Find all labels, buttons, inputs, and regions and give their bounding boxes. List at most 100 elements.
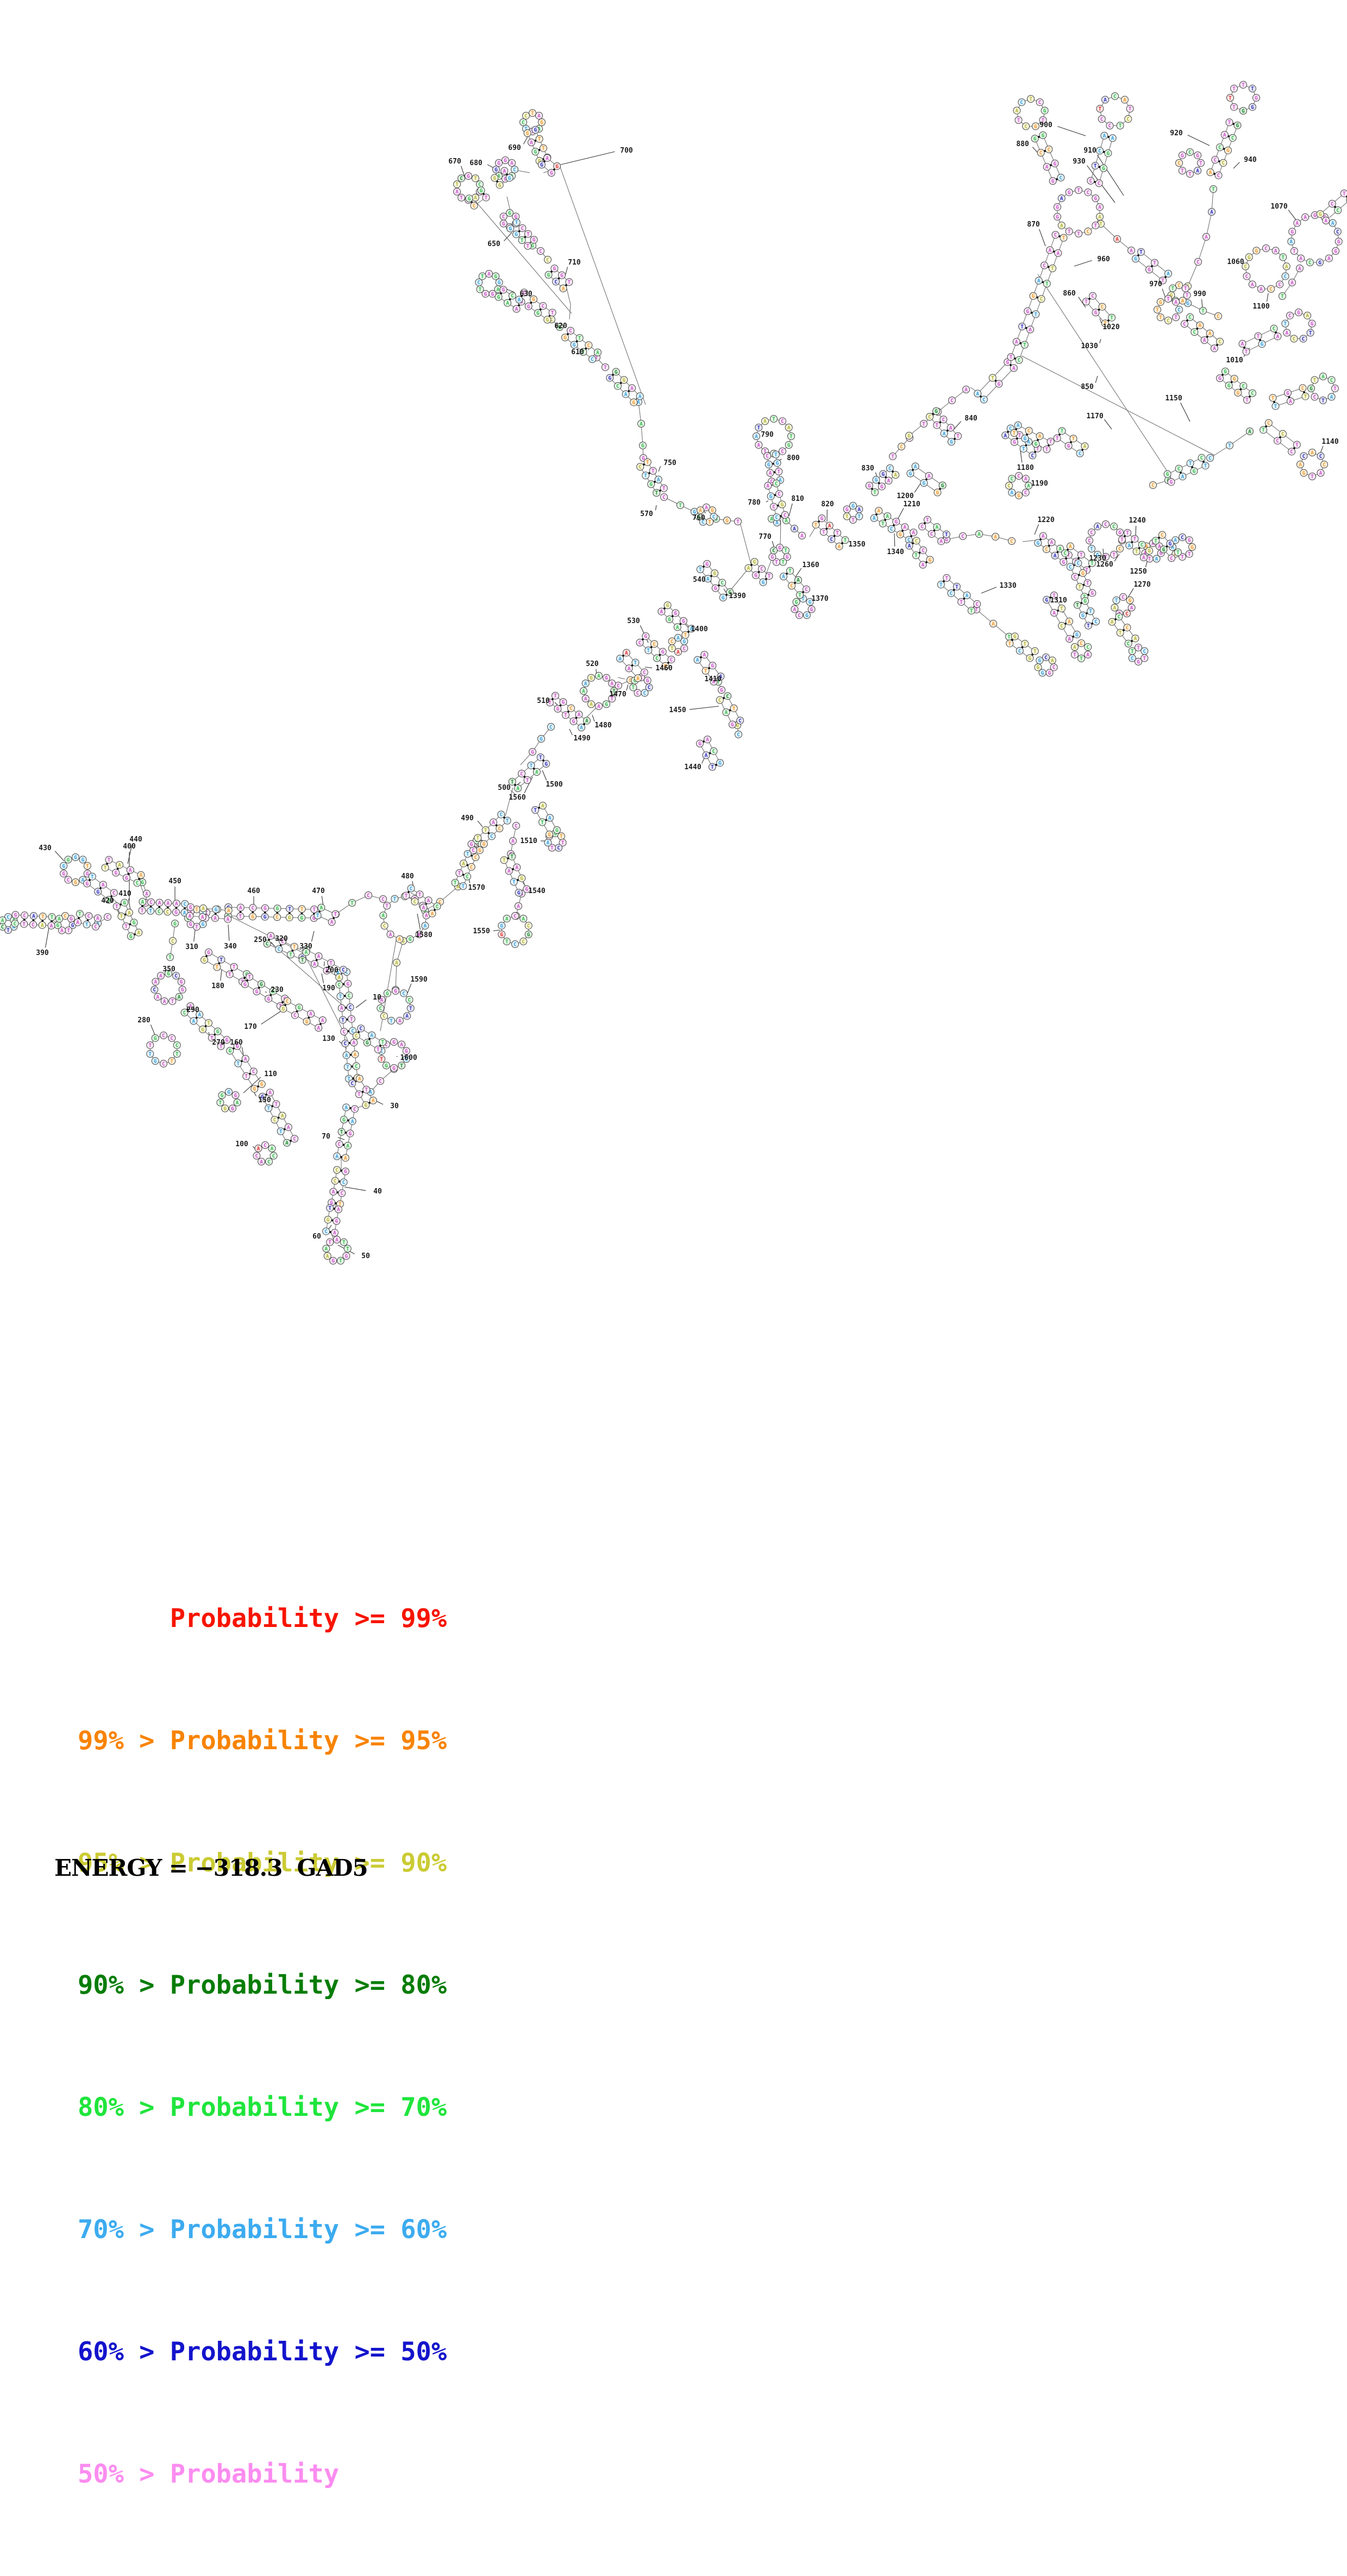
nucleotide: G: [570, 718, 577, 725]
nucleotide: T: [416, 891, 423, 898]
nucleotide: G: [1253, 95, 1260, 102]
position-label: 1540: [528, 887, 545, 895]
nucleotide: C: [411, 898, 418, 905]
nucleotide: T: [363, 1086, 370, 1093]
svg-text:A: A: [1213, 346, 1216, 352]
nucleotide: C: [926, 413, 933, 420]
nucleotide: A: [1096, 213, 1103, 220]
nucleotide: A: [582, 695, 589, 702]
nucleotide: G: [1194, 152, 1201, 159]
nucleotide: T: [1293, 441, 1300, 448]
svg-text:T: T: [772, 416, 775, 422]
svg-text:T: T: [1099, 221, 1102, 227]
position-label: 1210: [903, 500, 920, 508]
svg-text:T: T: [170, 1058, 173, 1064]
position-label: 280: [137, 1016, 151, 1025]
nucleotide: T: [1133, 548, 1140, 555]
nucleotide: G: [500, 286, 507, 293]
nucleotide: T: [1018, 323, 1025, 330]
nucleotide: A: [1102, 96, 1109, 103]
svg-text:G: G: [154, 1035, 157, 1041]
nucleotide: G: [1073, 631, 1080, 638]
nucleotide: G: [1179, 152, 1186, 159]
nucleotide: T: [477, 286, 484, 293]
nucleotide: G: [222, 1105, 229, 1112]
svg-text:G: G: [527, 932, 530, 938]
nucleotide: T: [1015, 117, 1022, 124]
nucleotide: G: [121, 899, 128, 906]
nucleotide: A: [99, 881, 106, 888]
svg-text:T: T: [67, 928, 70, 934]
svg-text:A: A: [158, 900, 161, 906]
nucleotide: C: [1120, 594, 1127, 601]
position-label: 790: [761, 431, 774, 439]
svg-text:G: G: [531, 749, 534, 755]
nucleotide: T: [273, 1101, 280, 1108]
svg-text:A: A: [1223, 133, 1226, 139]
nucleotide: T: [1092, 162, 1099, 169]
nucleotide: G: [934, 489, 941, 496]
nucleotide: C: [464, 873, 471, 880]
nucleotide: G: [765, 461, 772, 468]
nucleotide: G: [201, 956, 208, 963]
svg-text:T: T: [1094, 163, 1097, 169]
nucleotide: C: [408, 885, 415, 892]
svg-text:A: A: [949, 425, 953, 431]
svg-text:G: G: [344, 1253, 348, 1259]
nucleotide: A: [225, 907, 232, 914]
svg-text:A: A: [102, 882, 105, 888]
nucleotide: T: [1058, 605, 1065, 612]
nucleotide: C: [400, 990, 408, 997]
svg-text:A: A: [332, 1189, 335, 1195]
svg-text:G: G: [1334, 248, 1337, 254]
position-label: 330: [299, 943, 312, 951]
svg-text:G: G: [1045, 597, 1048, 603]
nucleotide: C: [919, 523, 926, 530]
nucleotide: G: [648, 481, 655, 488]
position-label: 1510: [520, 837, 537, 845]
nucleotide: A: [990, 620, 997, 627]
nucleotide: G: [878, 483, 885, 490]
nucleotide: A: [780, 573, 787, 580]
nucleotide: T: [327, 1204, 334, 1211]
nucleotide: C: [759, 566, 766, 573]
nucleotide: T: [1087, 608, 1094, 615]
nucleotide: G: [1308, 320, 1315, 327]
nucleotide: A: [701, 651, 708, 658]
svg-text:T: T: [1174, 315, 1177, 321]
svg-text:T: T: [926, 517, 929, 523]
svg-text:C: C: [1094, 619, 1098, 625]
nucleotide: T: [39, 913, 46, 920]
nucleotide: A: [533, 769, 540, 776]
nucleotide: T: [706, 518, 713, 525]
svg-text:G: G: [573, 342, 576, 348]
svg-text:C: C: [1060, 175, 1063, 181]
svg-text:C: C: [1074, 574, 1077, 580]
svg-text:A: A: [797, 577, 800, 583]
position-label: 60: [312, 1233, 321, 1241]
svg-text:T: T: [207, 1021, 210, 1027]
svg-text:A: A: [508, 869, 511, 875]
svg-text:A: A: [405, 1014, 409, 1020]
svg-text:C: C: [671, 639, 674, 645]
svg-text:A: A: [156, 994, 159, 1000]
nucleotide: A: [323, 1245, 330, 1252]
nucleotide: T: [407, 1004, 414, 1011]
svg-text:A: A: [1241, 341, 1244, 347]
nucleotide: C: [253, 1152, 260, 1159]
svg-text:G: G: [251, 914, 254, 920]
svg-text:T: T: [293, 944, 296, 950]
svg-text:A: A: [1205, 234, 1208, 240]
nucleotide: G: [719, 594, 726, 601]
nucleotide: G: [1234, 122, 1241, 129]
svg-text:C: C: [1267, 420, 1270, 426]
svg-text:C: C: [383, 1014, 386, 1020]
nucleotide: A: [510, 838, 517, 845]
nucleotide: A: [328, 919, 335, 926]
svg-text:A: A: [1060, 223, 1063, 229]
nucleotide: T: [1085, 622, 1092, 629]
nucleotide: G: [711, 570, 718, 577]
nucleotide: T: [788, 433, 795, 440]
nucleotide: G: [529, 749, 536, 756]
svg-text:G: G: [950, 439, 953, 445]
